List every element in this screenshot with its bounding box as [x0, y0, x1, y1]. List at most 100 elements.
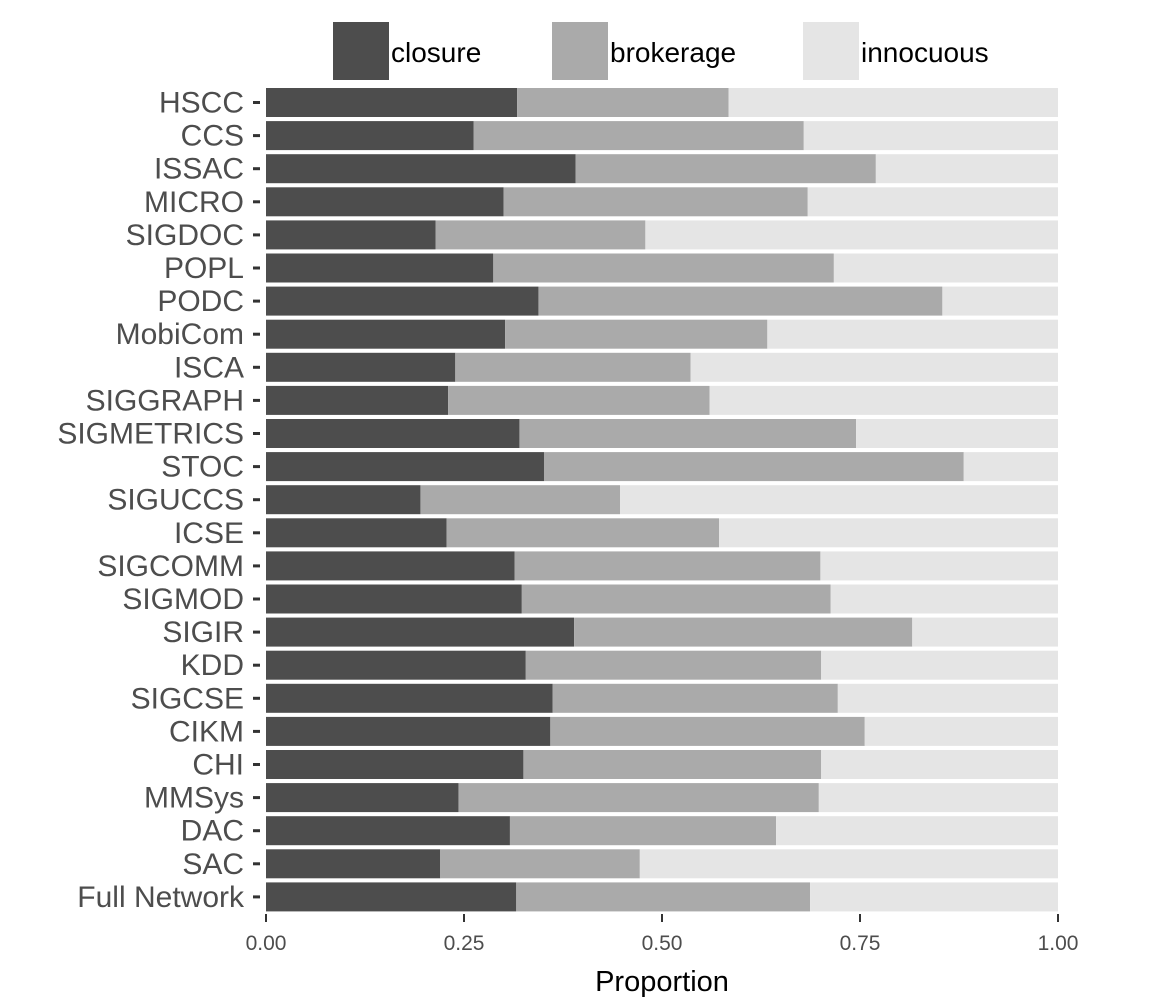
bar-podc-innocuous — [942, 286, 1058, 316]
y-axis-categories: HSCCCCSISSACMICROSIGDOCPOPLPODCMobiComIS… — [57, 87, 260, 914]
legend-swatch-brokerage — [552, 22, 608, 80]
bar-micro-innocuous — [807, 187, 1058, 217]
bar-icse-closure — [266, 518, 447, 548]
y-label-podc: PODC — [157, 285, 244, 318]
x-axis-title: Proportion — [595, 966, 729, 998]
bar-full-network-brokerage — [516, 882, 811, 912]
bar-dac-brokerage — [509, 816, 777, 846]
bar-sigir-brokerage — [574, 617, 913, 647]
y-label-issac: ISSAC — [154, 153, 244, 186]
y-label-mmsys: MMSys — [144, 782, 244, 815]
bar-hscc-brokerage — [517, 88, 729, 117]
bar-sigmetrics-innocuous — [856, 419, 1058, 448]
bar-podc-brokerage — [538, 286, 943, 316]
bar-full-network-innocuous — [810, 882, 1058, 912]
y-label-chi: CHI — [192, 749, 244, 782]
y-label-sigmetrics: SIGMETRICS — [57, 418, 244, 451]
bars — [266, 88, 1058, 912]
bar-hscc-innocuous — [728, 88, 1058, 117]
bar-sac-closure — [266, 849, 441, 879]
bar-stoc-brokerage — [543, 452, 964, 482]
bar-dac-innocuous — [776, 816, 1058, 846]
bar-ccs-innocuous — [803, 121, 1058, 151]
legend-label-closure: closure — [391, 37, 481, 68]
bar-hscc-closure — [266, 88, 518, 117]
bar-podc-closure — [266, 286, 539, 316]
y-label-sac: SAC — [182, 848, 244, 881]
x-tick-label-0-00: 0.00 — [246, 932, 287, 955]
bar-stoc-innocuous — [963, 452, 1058, 482]
bar-mmsys-brokerage — [458, 783, 819, 813]
bar-sigcomm-closure — [266, 551, 515, 581]
bar-isca-brokerage — [455, 352, 691, 382]
y-label-sigcomm: SIGCOMM — [97, 550, 244, 583]
y-label-cikm: CIKM — [169, 715, 244, 748]
bar-icse-innocuous — [719, 518, 1058, 548]
x-tick-label-0-75: 0.75 — [840, 932, 881, 955]
legend-label-innocuous: innocuous — [861, 37, 989, 68]
bar-dac-closure — [266, 816, 510, 846]
bar-issac-brokerage — [575, 154, 876, 184]
y-label-mobicom: MobiCom — [116, 318, 244, 351]
bar-sigdoc-innocuous — [645, 220, 1058, 250]
y-label-dac: DAC — [181, 815, 244, 848]
x-tick-label-1-00: 1.00 — [1038, 932, 1079, 955]
x-axis: 0.00 0.25 0.50 0.75 1.00 — [246, 914, 1079, 955]
y-label-sigcse: SIGCSE — [131, 682, 244, 715]
bar-popl-innocuous — [833, 253, 1058, 283]
y-label-kdd: KDD — [181, 649, 244, 682]
bar-chi-brokerage — [523, 750, 822, 779]
y-label-siguccs: SIGUCCS — [107, 484, 244, 517]
bar-sigcse-innocuous — [837, 683, 1058, 713]
bar-sac-brokerage — [440, 849, 640, 879]
bar-issac-closure — [266, 154, 576, 184]
bar-sigcse-brokerage — [552, 683, 838, 713]
y-label-stoc: STOC — [161, 451, 244, 484]
bar-sigmetrics-brokerage — [519, 419, 857, 448]
legend-swatch-innocuous — [803, 22, 859, 80]
bar-sigmetrics-closure — [266, 419, 520, 448]
bar-sigmod-brokerage — [521, 584, 831, 614]
y-label-hscc: HSCC — [159, 87, 244, 120]
bar-cikm-brokerage — [550, 716, 865, 746]
bar-micro-closure — [266, 187, 504, 217]
bar-micro-brokerage — [503, 187, 808, 217]
bar-chi-innocuous — [821, 750, 1058, 779]
bar-sac-innocuous — [639, 849, 1058, 879]
bar-sigcomm-brokerage — [514, 551, 821, 581]
bar-sigmod-innocuous — [830, 584, 1058, 614]
bar-stoc-closure — [266, 452, 544, 482]
bar-mobicom-brokerage — [505, 319, 768, 349]
bar-full-network-closure — [266, 882, 517, 912]
bar-siguccs-brokerage — [420, 485, 621, 515]
bar-kdd-innocuous — [821, 650, 1058, 680]
bar-kdd-brokerage — [525, 650, 822, 680]
bar-icse-brokerage — [446, 518, 720, 548]
legend-swatch-closure — [333, 22, 389, 80]
bar-isca-closure — [266, 352, 456, 382]
bar-popl-brokerage — [493, 253, 834, 283]
bar-siggraph-brokerage — [448, 385, 710, 415]
bar-chi-closure — [266, 750, 524, 779]
y-label-popl: POPL — [164, 252, 244, 285]
y-label-icse: ICSE — [174, 517, 244, 550]
x-tick-label-0-50: 0.50 — [642, 932, 683, 955]
bar-siguccs-innocuous — [620, 485, 1058, 515]
bar-cikm-closure — [266, 716, 551, 746]
bar-issac-innocuous — [875, 154, 1058, 184]
bar-popl-closure — [266, 253, 494, 283]
bar-siggraph-innocuous — [709, 385, 1058, 415]
bar-kdd-closure — [266, 650, 526, 680]
bar-sigcomm-innocuous — [820, 551, 1058, 581]
y-label-sigdoc: SIGDOC — [126, 219, 244, 252]
bar-mmsys-closure — [266, 783, 459, 813]
bar-sigdoc-brokerage — [435, 220, 646, 250]
y-label-sigmod: SIGMOD — [122, 583, 244, 616]
bar-ccs-closure — [266, 121, 474, 151]
bar-mobicom-closure — [266, 319, 506, 349]
legend-label-brokerage: brokerage — [610, 37, 736, 68]
y-label-isca: ISCA — [174, 351, 244, 384]
bar-sigir-innocuous — [912, 617, 1058, 647]
